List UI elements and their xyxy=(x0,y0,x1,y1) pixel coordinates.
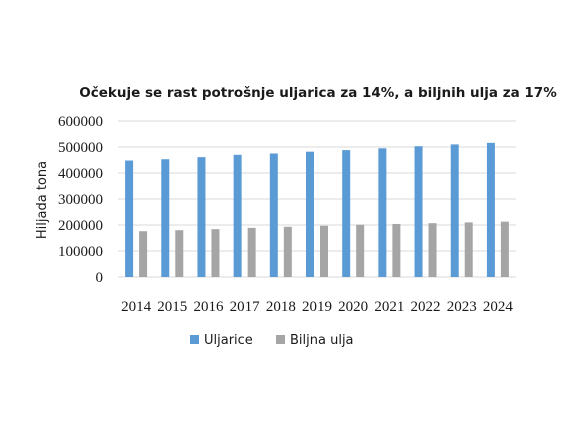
legend-swatch xyxy=(276,335,285,344)
x-tick-label: 2017 xyxy=(230,299,261,315)
x-axis-ticks: 2014 2015 2016 2017 2018 2019 2020 2021 2022 2023… xyxy=(121,299,513,315)
bar-biljna-ulja-2018 xyxy=(283,226,292,277)
bar-uljarice-2021 xyxy=(378,148,387,277)
y-tick-label: 200000 xyxy=(58,218,103,234)
gridlines xyxy=(118,120,516,278)
bar-uljarice-2018 xyxy=(269,153,278,277)
bar-uljarice-2023 xyxy=(450,144,459,277)
bar-biljna-ulja-2020 xyxy=(356,224,365,277)
bar-biljna-ulja-2024 xyxy=(500,221,509,277)
y-tick-label: 0 xyxy=(96,270,104,286)
x-tick-label: 2015 xyxy=(157,299,187,315)
bar-uljarice-2014 xyxy=(125,160,134,277)
x-tick-label: 2020 xyxy=(338,299,368,315)
bar-uljarice-2016 xyxy=(197,157,206,277)
chart-title: Očekuje se rast potrošnje uljarica za 14… xyxy=(79,85,557,101)
bar-uljarice-2015 xyxy=(161,159,170,277)
y-tick-label: 300000 xyxy=(58,192,103,208)
bar-uljarice-2020 xyxy=(342,150,351,277)
bar-biljna-ulja-2015 xyxy=(175,230,184,277)
x-tick-label: 2018 xyxy=(266,299,296,315)
x-tick-label: 2022 xyxy=(411,299,441,315)
legend-label: Biljna ulja xyxy=(290,333,354,348)
bar-biljna-ulja-2022 xyxy=(428,223,437,277)
x-tick-label: 2016 xyxy=(193,299,224,315)
legend-label: Uljarice xyxy=(204,333,253,348)
y-tick-label: 500000 xyxy=(58,140,103,156)
bar-biljna-ulja-2014 xyxy=(139,231,148,277)
y-axis-label: Hiljada tona xyxy=(35,161,50,239)
bar-uljarice-2024 xyxy=(486,142,495,277)
bar-uljarice-2017 xyxy=(233,154,242,277)
bars xyxy=(125,142,509,277)
y-axis-ticks: 0 100000 200000 300000 400000 500000 600000 xyxy=(58,114,103,286)
y-tick-label: 400000 xyxy=(58,166,103,182)
bar-uljarice-2022 xyxy=(414,146,423,277)
x-tick-label: 2019 xyxy=(302,299,332,315)
bar-biljna-ulja-2019 xyxy=(320,225,328,277)
x-tick-label: 2014 xyxy=(121,299,152,315)
legend-swatch xyxy=(190,335,199,344)
x-tick-label: 2024 xyxy=(483,299,514,315)
y-tick-label: 600000 xyxy=(58,114,103,130)
bar-biljna-ulja-2021 xyxy=(392,223,401,277)
bar-biljna-ulja-2023 xyxy=(464,222,473,277)
y-tick-label: 100000 xyxy=(58,244,103,260)
bar-uljarice-2019 xyxy=(306,151,314,277)
bar-biljna-ulja-2017 xyxy=(247,227,256,277)
bar-biljna-ulja-2016 xyxy=(211,229,220,277)
x-tick-label: 2021 xyxy=(374,299,404,315)
x-tick-label: 2023 xyxy=(447,299,477,315)
legend: Uljarice Biljna ulja xyxy=(190,333,354,348)
